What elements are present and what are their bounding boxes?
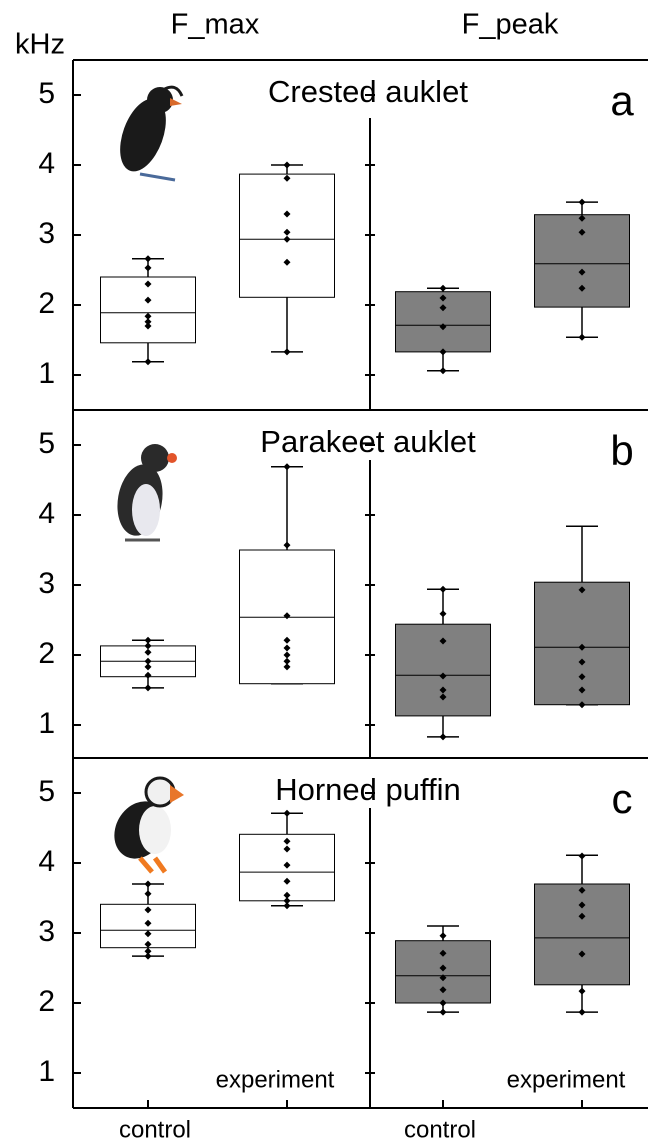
data-point xyxy=(284,810,291,817)
data-point xyxy=(145,255,152,262)
data-point xyxy=(284,162,291,169)
data-point xyxy=(145,953,152,960)
y-tick-label: 3 xyxy=(38,217,55,250)
y-tick-label: 2 xyxy=(38,637,55,670)
data-point xyxy=(284,348,291,355)
y-tick-label: 2 xyxy=(38,287,55,320)
data-point xyxy=(440,610,447,617)
data-point xyxy=(440,932,447,939)
y-tick-label: 4 xyxy=(38,147,55,180)
y-tick-label: 5 xyxy=(38,427,55,460)
y-tick-label: 3 xyxy=(38,915,55,948)
figure: F_max F_peak kHz control control experim… xyxy=(0,0,649,1145)
bird-icon xyxy=(104,778,184,872)
y-tick-label: 4 xyxy=(38,845,55,878)
data-point xyxy=(284,542,291,549)
data-point xyxy=(440,285,447,292)
panel-title: Horned puffin xyxy=(275,772,461,807)
data-point xyxy=(145,264,152,271)
data-point xyxy=(440,367,447,374)
data-point xyxy=(579,988,586,995)
x-category-label: experiment xyxy=(507,1066,626,1093)
y-tick-label: 1 xyxy=(38,357,55,390)
data-point xyxy=(579,853,586,860)
x-category-label: control xyxy=(119,1116,191,1143)
data-point xyxy=(145,684,152,691)
panel-label: a xyxy=(610,77,634,124)
data-point xyxy=(579,334,586,341)
y-tick-label: 1 xyxy=(38,707,55,740)
data-point xyxy=(284,463,291,470)
panel-label: c xyxy=(612,775,633,822)
data-point xyxy=(145,358,152,365)
data-point xyxy=(145,890,152,897)
panel-title: Crested auklet xyxy=(268,74,468,109)
y-axis-label: kHz xyxy=(15,29,65,61)
y-tick-label: 1 xyxy=(38,1055,55,1088)
data-point xyxy=(579,1009,586,1016)
bird-icon xyxy=(111,87,182,180)
data-point xyxy=(145,881,152,888)
y-tick-label: 5 xyxy=(38,77,55,110)
data-point xyxy=(440,1009,447,1016)
y-tick-label: 3 xyxy=(38,567,55,600)
bird-icon xyxy=(112,444,177,540)
y-tick-label: 4 xyxy=(38,497,55,530)
data-point xyxy=(440,733,447,740)
data-point xyxy=(440,586,447,593)
y-tick-label: 2 xyxy=(38,985,55,1018)
x-category-label: control xyxy=(404,1116,476,1143)
data-point xyxy=(284,902,291,909)
column-title: F_max xyxy=(171,9,260,41)
y-tick-label: 5 xyxy=(38,775,55,808)
data-point xyxy=(579,199,586,206)
column-title: F_peak xyxy=(462,9,559,41)
x-category-label: experiment xyxy=(216,1066,335,1093)
panel-title: Parakeet auklet xyxy=(260,424,476,459)
box xyxy=(535,884,630,985)
panel-label: b xyxy=(610,427,633,474)
box xyxy=(535,582,630,705)
box xyxy=(535,215,630,307)
